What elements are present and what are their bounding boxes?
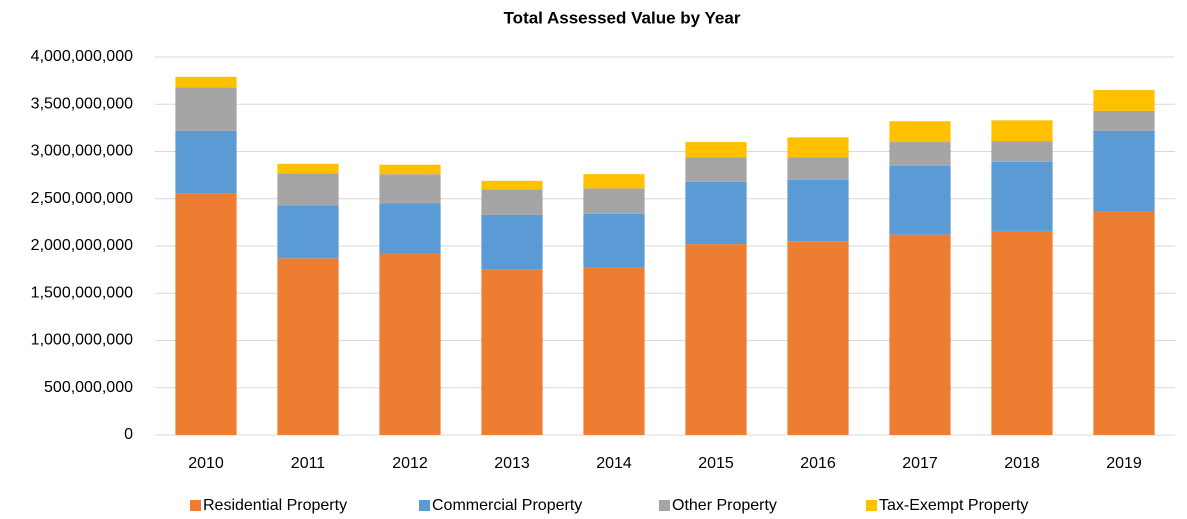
legend-swatch [866,500,877,511]
bar-segment [787,137,849,158]
bar-segment [889,165,951,235]
bar-segment [175,130,237,194]
bar-segment [583,267,645,435]
bar-segment [991,120,1053,142]
legend-label: Other Property [672,497,777,514]
y-tick-label: 0 [124,426,133,443]
chart-title: Total Assessed Value by Year [504,8,741,27]
y-tick-label: 2,500,000,000 [31,190,133,207]
legend-swatch [659,500,670,511]
bar-segment [583,213,645,268]
bar-segment [481,214,543,270]
x-tick-label: 2018 [1004,455,1040,472]
bar-segment [481,269,543,435]
bar-segment [277,163,339,174]
y-tick-label: 2,000,000,000 [31,237,133,254]
bar-segment [991,230,1053,435]
bar-segment [379,253,441,435]
bar-segment [1093,130,1155,212]
x-tick-label: 2010 [188,455,224,472]
x-tick-label: 2014 [596,455,632,472]
x-tick-label: 2019 [1106,455,1142,472]
y-tick-label: 4,000,000,000 [31,48,133,65]
bar-segment [379,203,441,254]
x-tick-label: 2013 [494,455,530,472]
x-tick-label: 2015 [698,455,734,472]
bar-segment [379,164,441,175]
y-tick-label: 3,500,000,000 [31,95,133,112]
bar-segment [175,87,237,131]
bar-segment [1093,211,1155,435]
y-tick-label: 3,000,000,000 [31,143,133,160]
bar-segment [685,181,747,245]
bar-segment [583,174,645,189]
bar-segment [277,258,339,435]
bar-segment [685,142,747,158]
bar-segment [991,141,1053,162]
legend-label: Residential Property [203,497,347,514]
bar-segment [889,234,951,435]
bar-segment [1093,90,1155,111]
bar-segment [787,157,849,180]
bar-segment [889,142,951,166]
bar-segment [1093,110,1155,131]
y-tick-label: 500,000,000 [44,379,133,396]
bar-segment [277,205,339,259]
bar-segment [175,193,237,435]
bar-segment [889,121,951,143]
x-tick-label: 2017 [902,455,938,472]
bar-segment [991,161,1053,231]
legend-label: Commercial Property [432,497,582,514]
y-tick-label: 1,500,000,000 [31,284,133,301]
legend-label: Tax-Exempt Property [879,497,1028,514]
bar-segment [175,76,237,88]
x-tick-label: 2016 [800,455,836,472]
bar-segment [481,180,543,190]
y-tick-label: 1,000,000,000 [31,332,133,349]
bar-segment [481,189,543,215]
bar-segment [787,179,849,242]
bar-segment [685,244,747,435]
legend-swatch [419,500,430,511]
bar-segment [379,174,441,204]
bar-segment [277,173,339,206]
bar-segment [685,157,747,182]
bar-segment [583,188,645,214]
legend-swatch [190,500,201,511]
x-tick-label: 2012 [392,455,428,472]
x-tick-label: 2011 [291,455,326,472]
bar-segment [787,241,849,435]
